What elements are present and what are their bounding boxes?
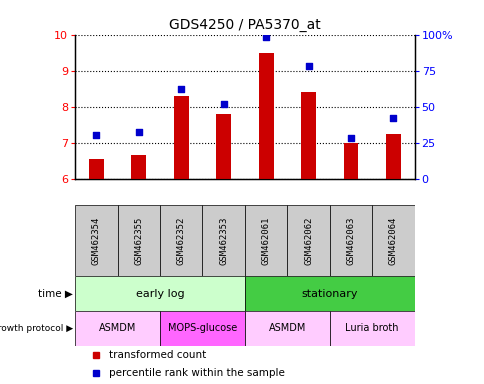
Text: GSM462063: GSM462063: [346, 217, 355, 265]
Bar: [329, 311, 414, 346]
Bar: [117, 205, 160, 276]
Bar: [89, 159, 104, 179]
Bar: [329, 205, 372, 276]
Text: GSM462352: GSM462352: [176, 217, 185, 265]
Point: [262, 35, 270, 41]
Text: early log: early log: [136, 289, 184, 299]
Bar: [75, 311, 160, 346]
Point: [135, 129, 142, 136]
Text: ASMDM: ASMDM: [99, 323, 136, 333]
Bar: [131, 155, 146, 179]
Bar: [385, 134, 400, 179]
Title: GDS4250 / PA5370_at: GDS4250 / PA5370_at: [169, 18, 320, 32]
Bar: [75, 276, 244, 311]
Text: MOPS-glucose: MOPS-glucose: [167, 323, 237, 333]
Bar: [216, 114, 231, 179]
Bar: [343, 142, 358, 179]
Text: Luria broth: Luria broth: [345, 323, 398, 333]
Point: [304, 63, 312, 70]
Text: GSM462062: GSM462062: [303, 217, 313, 265]
Text: GSM462354: GSM462354: [91, 217, 101, 265]
Text: percentile rank within the sample: percentile rank within the sample: [109, 367, 285, 377]
Text: time ▶: time ▶: [38, 289, 73, 299]
Bar: [75, 205, 117, 276]
Text: growth protocol ▶: growth protocol ▶: [0, 324, 73, 333]
Text: transformed count: transformed count: [109, 350, 206, 360]
Text: GSM462061: GSM462061: [261, 217, 270, 265]
Bar: [160, 311, 244, 346]
Point: [92, 132, 100, 139]
Text: GSM462355: GSM462355: [134, 217, 143, 265]
Bar: [244, 276, 414, 311]
Bar: [287, 205, 329, 276]
Text: GSM462064: GSM462064: [388, 217, 397, 265]
Bar: [258, 53, 273, 179]
Bar: [301, 92, 316, 179]
Bar: [173, 96, 188, 179]
Point: [347, 135, 354, 141]
Bar: [160, 205, 202, 276]
Bar: [244, 205, 287, 276]
Bar: [202, 205, 244, 276]
Text: GSM462353: GSM462353: [219, 217, 228, 265]
Bar: [244, 311, 329, 346]
Text: stationary: stationary: [301, 289, 357, 299]
Point: [389, 115, 396, 121]
Bar: [372, 205, 414, 276]
Text: ASMDM: ASMDM: [268, 323, 305, 333]
Point: [219, 101, 227, 107]
Point: [177, 86, 185, 93]
